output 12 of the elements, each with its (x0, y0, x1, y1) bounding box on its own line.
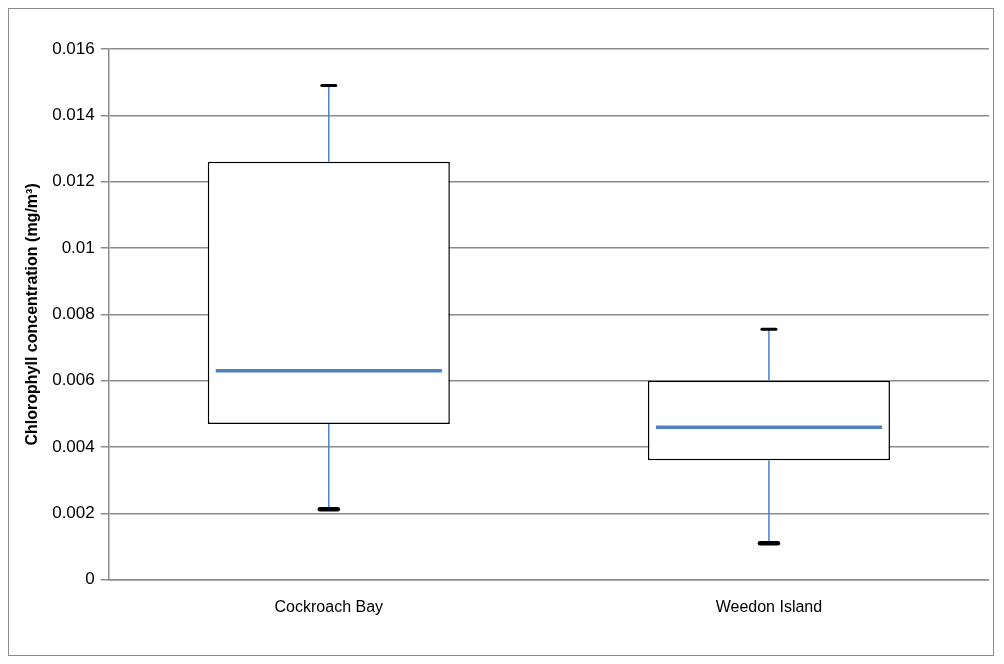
y-tick-label: 0 (85, 569, 95, 589)
y-tick-label: 0.016 (52, 38, 95, 58)
y-tick-label: 0.002 (52, 503, 95, 523)
x-tick-label: Cockroach Bay (274, 597, 384, 615)
y-tick-label: 0.006 (52, 370, 95, 390)
y-tick-label: 0.008 (52, 304, 95, 324)
y-tick-label: 0.01 (61, 237, 95, 257)
y-axis-title: Chlorophyll concentration (mg/m³) (23, 183, 41, 446)
y-tick-label: 0.014 (52, 105, 95, 125)
y-tick-label: 0.004 (52, 436, 95, 456)
x-tick-label: Weedon Island (715, 597, 823, 615)
y-tick-label: 0.012 (52, 171, 95, 191)
